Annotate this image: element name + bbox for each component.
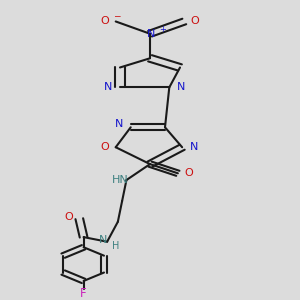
Text: N: N [99,235,107,245]
Text: O: O [100,142,109,152]
Text: N: N [104,82,112,92]
Text: F: F [80,287,87,300]
Text: +: + [159,25,166,34]
Text: N: N [190,142,198,152]
Text: H: H [112,241,119,251]
Text: O: O [190,16,200,26]
Text: O: O [184,168,193,178]
Text: N: N [147,29,155,39]
Text: HN: HN [112,175,128,185]
Text: −: − [113,11,120,20]
Text: O: O [100,16,109,26]
Text: N: N [177,82,185,92]
Text: N: N [115,119,123,129]
Text: O: O [64,212,73,222]
